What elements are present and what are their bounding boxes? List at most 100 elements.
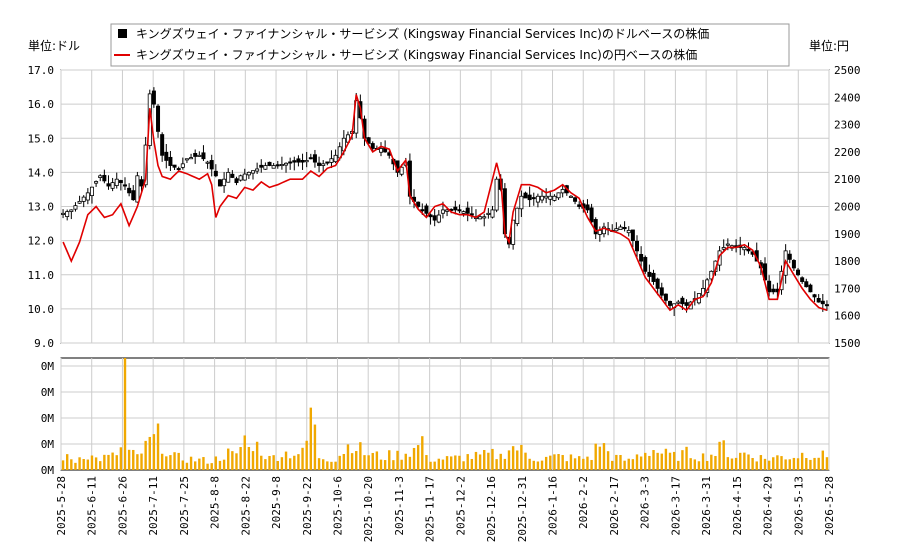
volume-bar	[821, 450, 825, 470]
candle-body	[89, 186, 94, 197]
volume-bar	[491, 448, 494, 470]
volume-bar	[751, 458, 754, 470]
candle-body	[453, 206, 458, 211]
volume-bar	[598, 446, 602, 470]
volume-bar	[185, 462, 189, 470]
volume-bar	[487, 452, 490, 470]
candle-body	[597, 229, 602, 235]
right-tick-label: 2000	[834, 201, 861, 214]
candle-body	[168, 156, 173, 166]
left-tick-label: 12.0	[28, 235, 55, 248]
volume-bar	[573, 458, 577, 470]
candle-body	[370, 143, 375, 149]
candle-body	[560, 189, 565, 194]
volume-bar	[82, 459, 85, 470]
candle-body	[69, 209, 74, 212]
volume-bar	[210, 463, 213, 470]
candle-body	[527, 194, 532, 201]
volume-bar	[668, 452, 672, 470]
left-tick-label: 11.0	[28, 269, 55, 282]
volume-bar	[375, 451, 379, 470]
candle-body	[193, 153, 198, 157]
candle-body	[131, 190, 136, 201]
volume-bar	[730, 458, 734, 470]
volume-bar	[152, 434, 156, 470]
volume-bar	[346, 444, 350, 470]
candle-body	[465, 207, 470, 214]
candle-body	[622, 226, 627, 230]
volume-bar	[499, 453, 502, 470]
candle-body	[643, 257, 648, 272]
candle-body	[164, 151, 169, 161]
candle-body	[102, 174, 107, 182]
candle-body	[209, 160, 214, 170]
candle-body	[680, 297, 685, 305]
right-tick-label: 2300	[834, 119, 861, 132]
right-tick-label: 2200	[834, 146, 861, 159]
volume-bar	[350, 453, 354, 470]
volume-bar	[627, 458, 630, 470]
x-tick-label: 2026-2-17	[608, 476, 621, 536]
candle-body	[288, 161, 293, 164]
volume-bar	[189, 456, 193, 470]
x-tick-label: 2026-4-29	[762, 476, 775, 536]
volume-tick-label: 0M	[41, 412, 55, 425]
volume-bar	[441, 459, 445, 470]
volume-bar	[408, 456, 412, 470]
candle-body	[655, 278, 660, 289]
volume-bar	[412, 447, 416, 470]
x-tick-label: 2026-1-16	[547, 476, 560, 536]
candle-body	[81, 196, 86, 202]
right-tick-label: 1800	[834, 255, 861, 268]
volume-bar	[631, 459, 635, 470]
candle-body	[440, 209, 445, 214]
candle-body	[663, 293, 668, 301]
x-tick-label: 2026-5-13	[792, 476, 805, 536]
volume-bar	[214, 456, 218, 470]
candle-body	[114, 178, 119, 186]
volume-bar	[780, 456, 783, 470]
volume-bar	[156, 423, 160, 470]
volume-bar	[379, 459, 383, 470]
candle-body	[791, 260, 796, 269]
volume-bar	[805, 458, 808, 470]
candle-body	[490, 209, 495, 218]
volume-bar	[747, 454, 750, 470]
volume-bar	[416, 445, 420, 470]
volume-bar	[743, 452, 746, 470]
jpy-price-line	[62, 94, 828, 312]
volume-bar	[363, 455, 366, 470]
volume-bar	[796, 458, 800, 470]
volume-bar	[103, 454, 106, 470]
volume-bar	[693, 459, 697, 470]
x-tick-label: 2025-9-8	[270, 476, 283, 529]
candle-body	[515, 207, 520, 224]
candle-body	[230, 173, 235, 178]
volume-bar	[681, 450, 684, 470]
candle-body	[284, 162, 289, 166]
volume-bar	[466, 454, 469, 470]
x-tick-label: 2025-6-26	[116, 476, 129, 536]
candle-body	[820, 300, 825, 305]
volume-bar	[342, 453, 346, 470]
candle-body	[73, 205, 78, 210]
candle-body	[94, 181, 99, 184]
candle-body	[222, 178, 227, 187]
volume-bar	[726, 457, 730, 470]
x-tick-label: 2026-3-17	[669, 476, 682, 536]
candle-body	[205, 161, 210, 164]
volume-bar	[404, 453, 407, 470]
volume-bar	[136, 454, 139, 470]
volume-bar	[445, 456, 449, 470]
volume-bar	[235, 453, 238, 470]
volume-bar	[813, 457, 816, 470]
volume-bar	[231, 451, 234, 470]
candle-body	[535, 195, 540, 203]
volume-bar	[433, 461, 436, 470]
volume-bar	[65, 454, 69, 470]
candle-body	[263, 165, 268, 170]
volume-bar	[202, 457, 205, 470]
volume-bar	[268, 455, 271, 470]
left-tick-label: 16.0	[28, 98, 55, 111]
volume-bar	[470, 458, 474, 470]
